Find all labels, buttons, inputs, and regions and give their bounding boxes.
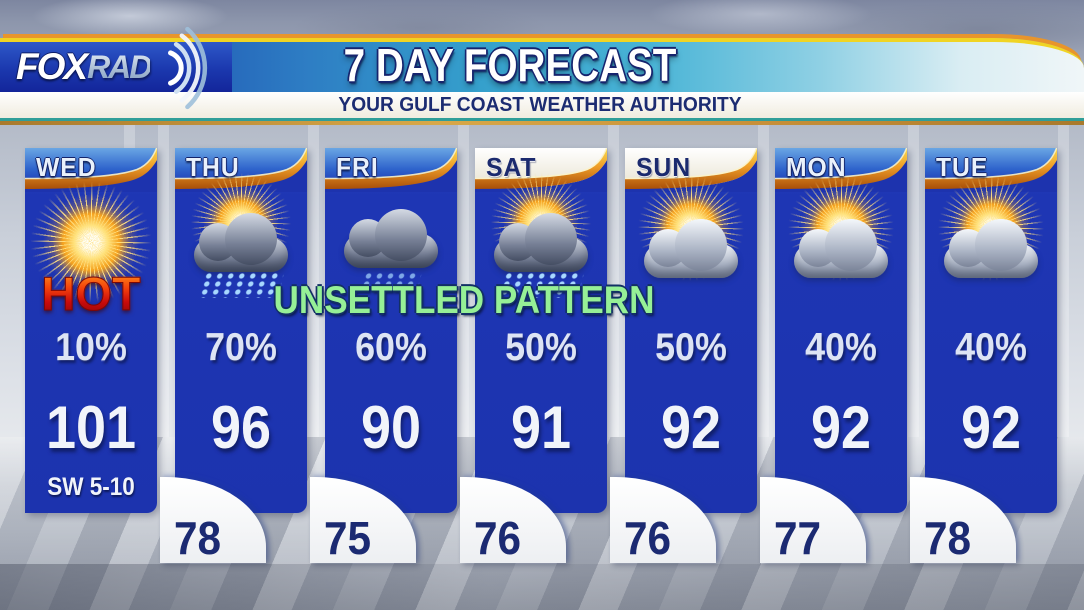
high-temp: 101 — [45, 394, 137, 461]
precip-chance: 60% — [355, 326, 427, 369]
cloud-shape — [794, 219, 888, 278]
low-temp: 78 — [924, 512, 972, 564]
cloud-shape — [944, 219, 1038, 278]
precip-chance: 40% — [955, 326, 1027, 369]
precip-chance: 50% — [655, 326, 727, 369]
storm-rain-sun-icon — [475, 184, 607, 298]
precip-chance: 70% — [205, 326, 277, 369]
condition-tag: HOT — [25, 270, 157, 318]
low-temp: 78 — [174, 512, 222, 564]
column-panel — [325, 148, 457, 513]
day-label: WED — [36, 152, 97, 182]
low-temp: 76 — [474, 512, 522, 564]
radar-waves-icon — [168, 26, 208, 110]
low-temp-box: 76 — [460, 477, 566, 563]
high-temp: 92 — [810, 394, 872, 461]
day-tab — [325, 148, 457, 192]
low-temp: 77 — [774, 512, 822, 564]
page-title: 7 DAY FORECAST — [343, 39, 677, 91]
high-temp: 92 — [660, 394, 722, 461]
forecast-column-mon: MON 40% 92 77 — [760, 148, 907, 564]
high-temp: 92 — [960, 394, 1022, 461]
sun-cloud-icon — [625, 186, 757, 298]
cloud-shape — [194, 213, 288, 272]
low-temp-box: 78 — [910, 477, 1016, 563]
subtitle-band — [0, 92, 1084, 118]
cloud-shape — [644, 219, 738, 278]
wind-label: SW 5-10 — [47, 473, 135, 501]
forecast-column-sat: SAT 50% 91 76 — [460, 148, 607, 563]
hot-sun-icon — [25, 192, 157, 298]
precip-chance: 10% — [55, 326, 127, 369]
banner-divider-gold — [0, 121, 1084, 125]
low-temp: 75 — [324, 512, 372, 564]
low-temp-box: 76 — [610, 477, 716, 563]
precip-chance: 50% — [505, 326, 577, 369]
cloud-shape — [494, 213, 588, 272]
pattern-headline: UNSETTLED PATTERN — [273, 279, 655, 322]
logo-rad-text: RAD — [87, 48, 152, 85]
storm-rain-sun-icon — [175, 184, 307, 298]
forecast-column-fri: FRI 60% 90 75 — [310, 148, 457, 564]
high-temp: 96 — [210, 394, 272, 461]
rain-cloud-icon — [325, 192, 457, 298]
forecast-column-thu: THU 70% 96 78 — [160, 148, 307, 564]
sun-cloud-icon — [775, 186, 907, 298]
logo-fox-text: FOX — [16, 46, 88, 87]
banner-divider-teal — [0, 118, 1084, 121]
forecast-column-sun: SUN 50% 92 76 — [610, 148, 757, 563]
day-label: FRI — [336, 152, 379, 182]
cloud-shape — [344, 209, 438, 268]
high-temp: 91 — [510, 394, 572, 461]
forecast-column-wed: WED HOT 10% 101 SW 5-10 — [25, 148, 157, 563]
page-subtitle: YOUR GULF COAST WEATHER AUTHORITY — [338, 94, 742, 116]
high-temp: 90 — [360, 394, 422, 461]
sun-glow — [41, 192, 141, 292]
sun-cloud-icon — [925, 186, 1057, 298]
low-temp: 76 — [624, 512, 672, 564]
precip-chance: 40% — [805, 326, 877, 369]
forecast-column-tue: TUE 40% 92 78 — [910, 148, 1057, 563]
